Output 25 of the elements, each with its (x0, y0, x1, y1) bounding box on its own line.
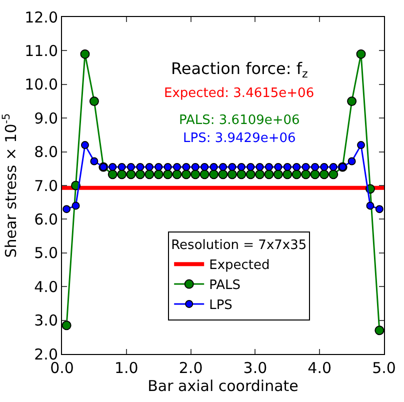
x-tick-label: 2.0 (178, 359, 203, 377)
annotation: PALS: 3.6109e+06 (179, 113, 300, 128)
x-tick-label: 5.0 (372, 359, 396, 377)
y-tick-label: 7.0 (34, 176, 58, 195)
y-tick-label: 10.0 (24, 76, 58, 94)
annotation: Expected: 3.4615e+06 (164, 86, 314, 101)
legend-label: Expected (209, 258, 270, 274)
x-tick-label: 1.0 (114, 359, 138, 377)
x-tick-label: 0.0 (50, 359, 74, 377)
y-tick-label: 8.0 (34, 143, 58, 162)
annotation: Reaction force: f$_{z}$ (171, 59, 308, 80)
y-tick-label: 5.0 (34, 244, 58, 262)
y-tick-label: 12.0 (24, 8, 58, 26)
x-tick-label: 4.0 (308, 359, 332, 377)
y-tick-label: 6.0 (34, 210, 58, 228)
y-tick-label: 4.0 (34, 278, 58, 296)
y-tick-label: 11.0 (24, 42, 58, 60)
y-tick-label: 3.0 (34, 312, 58, 330)
annotation: LPS: 3.9429e+06 (183, 131, 296, 146)
legend-label: PALS (209, 278, 241, 294)
legend-label: LPS (209, 298, 232, 314)
legend-title: Resolution = 7x7x35 (171, 238, 307, 254)
x-axis-title: Bar axial coordinate (148, 377, 298, 395)
y-tick-label: 9.0 (34, 109, 58, 128)
x-tick-label: 3.0 (243, 359, 268, 377)
